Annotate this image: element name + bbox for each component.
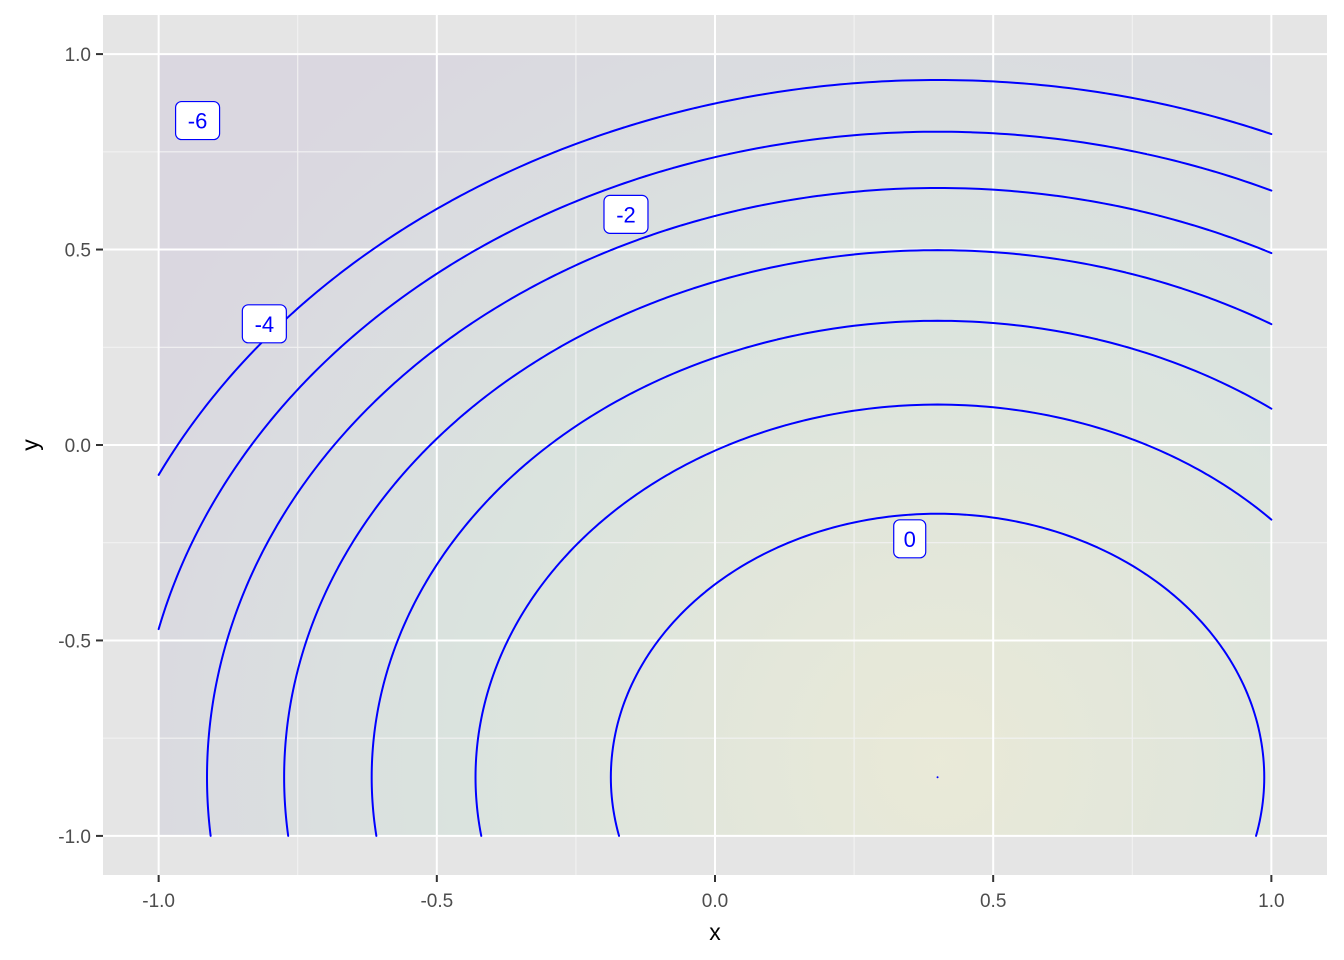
contour-line-level-neg2 xyxy=(370,319,1273,837)
contour-label: 0 xyxy=(893,519,927,559)
contour-line-level-neg3 xyxy=(283,249,1273,837)
y-tick-label: -0.5 xyxy=(58,631,91,652)
y-axis-ticks: -1.0 -0.5 0.0 0.5 1.0 xyxy=(58,45,103,848)
contour-label: -4 xyxy=(241,304,287,344)
x-tick-label: 0.0 xyxy=(702,891,728,912)
contour-label: -6 xyxy=(174,100,221,141)
contour-labels: -6 -4 -2 0 xyxy=(174,100,927,559)
contour-label-box xyxy=(893,519,927,559)
contour-label-text: 0 xyxy=(904,527,916,552)
contour-line-level-neg5 xyxy=(157,130,1273,631)
x-tick-label: -0.5 xyxy=(420,891,453,912)
contour-label-text: -4 xyxy=(255,312,275,337)
x-axis-title: x xyxy=(709,919,721,945)
x-tick-label: 1.0 xyxy=(1258,891,1284,912)
y-tick-label: 0.0 xyxy=(65,436,91,457)
contour-label-box xyxy=(174,100,221,141)
contour-label-text: -2 xyxy=(616,202,636,227)
contour-label: -2 xyxy=(603,194,649,234)
y-tick-label: -1.0 xyxy=(58,827,91,848)
contour-line-level-neg6 xyxy=(157,78,1273,476)
y-axis-title: y xyxy=(17,439,43,451)
contour-label-box xyxy=(241,304,287,344)
contour-line-level-neg1 xyxy=(474,403,1273,837)
y-tick-label: 0.5 xyxy=(65,241,91,262)
contour-label-box xyxy=(603,194,649,234)
x-tick-label: -1.0 xyxy=(142,891,175,912)
contour-line-level-0 xyxy=(609,512,1266,837)
x-axis-ticks: -1.0 -0.5 0.0 0.5 1.0 xyxy=(142,875,1285,912)
x-tick-label: 0.5 xyxy=(980,891,1006,912)
contour-lines xyxy=(157,78,1273,837)
contour-label-text: -6 xyxy=(188,109,208,134)
y-tick-label: 1.0 xyxy=(65,45,91,66)
contour-line-level-neg4 xyxy=(206,186,1273,837)
